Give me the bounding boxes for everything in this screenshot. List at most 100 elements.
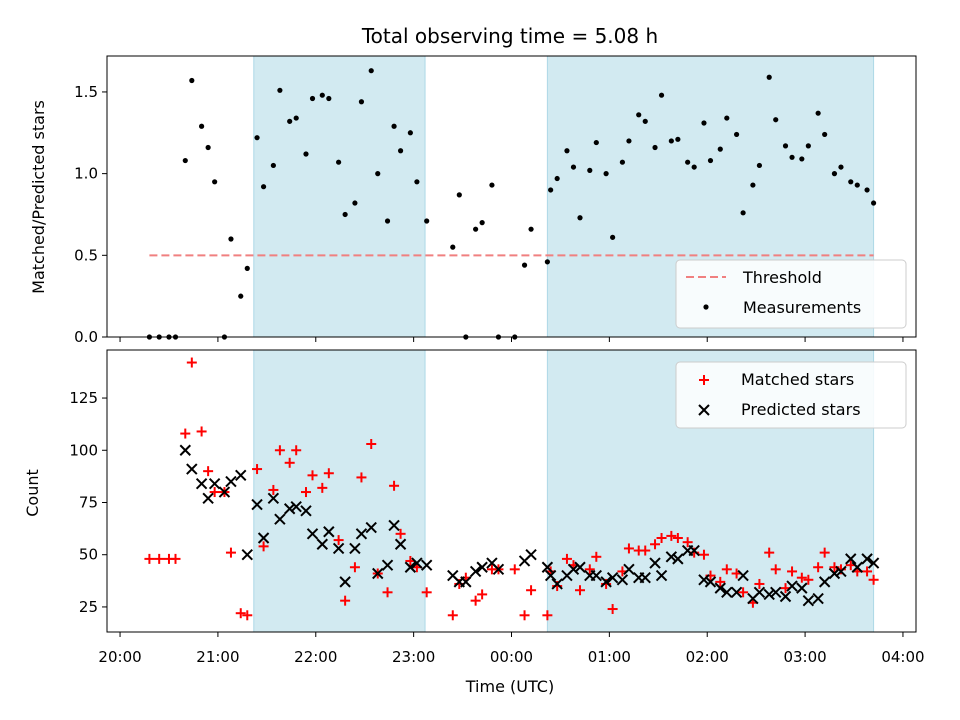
x-tick-label: 02:00 — [686, 648, 729, 666]
predicted-star-marker — [290, 500, 302, 513]
measurement-point — [528, 226, 534, 232]
measurement-point — [870, 200, 877, 206]
measurement-point — [212, 179, 218, 185]
measurement-point — [182, 157, 188, 164]
matched-star-marker — [607, 604, 618, 615]
predicted-star-marker — [672, 553, 684, 565]
measurement-point — [407, 130, 413, 136]
matched-star-marker — [242, 610, 253, 621]
measurement-point — [489, 182, 495, 188]
matched-star-marker — [561, 553, 572, 564]
measurement-point — [424, 218, 430, 224]
predicted-star-marker — [235, 469, 247, 482]
matched-star-marker — [862, 566, 873, 577]
measurement-point — [368, 68, 374, 74]
shaded-region — [253, 350, 426, 632]
measurement-point — [319, 92, 325, 98]
matched-star-marker — [317, 482, 328, 493]
predicted-star-marker — [567, 563, 580, 576]
measurement-point — [652, 144, 658, 151]
measurement-point — [228, 236, 234, 242]
predicted-star-marker — [186, 463, 198, 475]
matched-star-marker — [291, 445, 302, 456]
matched-star-marker — [477, 589, 488, 600]
matched-star-marker — [225, 547, 236, 558]
legend-matched-label: Matched stars — [741, 370, 854, 389]
measurement-point — [199, 123, 205, 129]
measurement-point — [303, 151, 309, 157]
measurement-point — [270, 162, 276, 169]
predicted-star-marker — [492, 563, 505, 576]
matched-star-marker — [470, 595, 481, 606]
measurement-point — [619, 159, 626, 165]
x-tick-label: 01:00 — [588, 648, 631, 666]
predicted-star-marker — [835, 565, 847, 578]
legend-measurement-label: Measurements — [743, 298, 861, 317]
predicted-star-marker — [394, 538, 407, 550]
matched-star-marker — [819, 547, 830, 558]
measurement-point — [244, 265, 250, 271]
predicted-star-marker — [195, 477, 208, 490]
measurement-point — [750, 182, 756, 188]
matched-star-marker — [154, 553, 165, 564]
predicted-star-marker — [779, 590, 792, 603]
predicted-star-marker — [639, 571, 651, 584]
predicted-star-marker — [590, 569, 603, 582]
matched-star-marker — [519, 610, 530, 621]
measurement-point — [577, 215, 583, 221]
predicted-star-marker — [372, 567, 384, 580]
matched-star-marker — [421, 587, 432, 598]
matched-star-marker — [144, 553, 155, 564]
predicted-star-marker — [257, 532, 270, 544]
matched-star-marker — [333, 535, 344, 546]
measurement-point — [554, 175, 560, 182]
predicted-star-marker — [861, 553, 873, 565]
predicted-star-marker — [851, 561, 863, 573]
matched-star-marker — [813, 562, 824, 573]
measurement-point — [717, 146, 723, 152]
predicted-star-marker — [574, 561, 586, 573]
predicted-star-marker — [381, 559, 394, 571]
matched-star-marker — [787, 566, 798, 577]
measurement-point — [309, 95, 316, 102]
matched-star-marker — [382, 587, 393, 598]
matched-star-marker — [698, 549, 709, 560]
matched-star-marker — [715, 576, 726, 587]
y-tick-label: 25 — [79, 598, 98, 616]
matched-star-marker — [754, 578, 765, 589]
measurement-point — [636, 112, 642, 118]
legend-bottom: Matched stars Predicted stars — [675, 361, 907, 429]
predicted-star-marker — [218, 486, 231, 498]
measurement-point — [799, 156, 805, 162]
predicted-star-marker — [544, 569, 557, 582]
matched-star-marker — [447, 610, 458, 621]
legend-frame — [675, 361, 907, 429]
y-tick-label: 1.0 — [74, 165, 98, 183]
legend-threshold-label: Threshold — [742, 268, 822, 287]
matched-star-marker — [209, 487, 220, 498]
measurement-point — [603, 171, 609, 177]
matched-star-marker — [868, 574, 879, 585]
predicted-star-marker — [845, 553, 857, 565]
x-tick-label: 03:00 — [783, 648, 826, 666]
measurement-point — [254, 135, 260, 141]
matched-star-marker — [170, 553, 181, 564]
matched-star-marker — [366, 439, 377, 449]
predicted-star-marker — [812, 592, 824, 605]
matched-star-marker — [349, 562, 360, 573]
measurement-point — [397, 148, 404, 154]
measurement-point — [864, 187, 870, 193]
matched-star-marker — [542, 610, 553, 621]
matched-star-marker — [672, 533, 683, 543]
measurement-point — [358, 99, 365, 105]
legend-predicted-label: Predicted stars — [741, 400, 861, 419]
matched-star-marker — [764, 547, 775, 558]
measurement-point — [789, 154, 795, 160]
predicted-star-marker — [763, 588, 775, 601]
measurement-point — [473, 226, 479, 232]
matched-star-marker — [623, 543, 634, 554]
measurement-point — [701, 120, 707, 126]
measurement-point — [293, 115, 299, 121]
measurement-point — [521, 262, 528, 268]
